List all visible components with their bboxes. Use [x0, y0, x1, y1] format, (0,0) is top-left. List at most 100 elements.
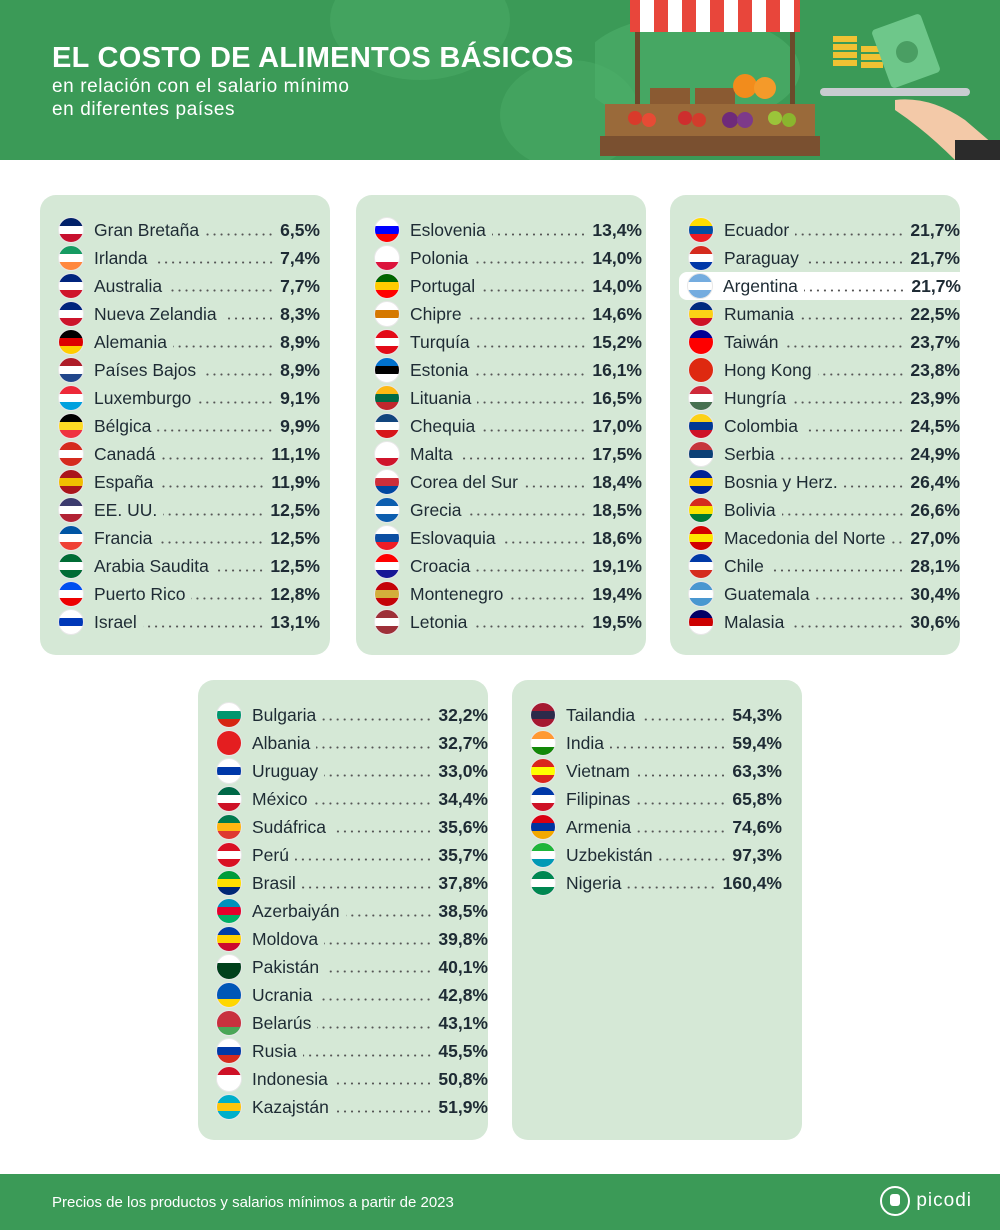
- cost-percentage: 14,0%: [592, 275, 642, 296]
- country-flag-icon: [688, 245, 714, 271]
- country-name: Luxemburgo: [94, 387, 192, 408]
- cost-percentage: 11,9%: [271, 471, 320, 492]
- country-flag-icon: [216, 814, 242, 840]
- country-name: Chile: [724, 555, 764, 576]
- country-name: Pakistán: [252, 956, 320, 977]
- cost-percentage: 8,3%: [280, 303, 320, 324]
- country-row: Serbia 24,9%: [688, 440, 960, 468]
- country-flag-icon: [374, 609, 400, 635]
- cost-percentage: 16,5%: [592, 387, 642, 408]
- cost-percentage: 21,7%: [910, 219, 960, 240]
- dot-leader: [168, 288, 275, 292]
- country-flag-icon: [58, 441, 84, 467]
- country-name: Vietnam: [566, 760, 630, 781]
- country-row: Australia 7,7%: [58, 272, 320, 300]
- dot-leader: [474, 260, 587, 264]
- country-row: Rumania 22,5%: [688, 300, 960, 328]
- country-flag-icon: [688, 441, 714, 467]
- country-flag-icon: [688, 581, 714, 607]
- dot-leader: [197, 400, 275, 404]
- country-flag-icon: [216, 1066, 242, 1092]
- country-row: Letonia 19,5%: [374, 608, 642, 636]
- country-name: Guatemala: [724, 583, 810, 604]
- country-row: Indonesia 50,8%: [216, 1065, 488, 1093]
- dot-leader: [780, 456, 905, 460]
- dot-leader: [803, 288, 906, 292]
- country-name: Malasia: [724, 611, 785, 632]
- picodi-logo[interactable]: picodi: [880, 1186, 972, 1216]
- cost-percentage: 45,5%: [438, 1040, 488, 1061]
- cost-percentage: 26,6%: [910, 499, 960, 520]
- country-name: Chipre: [410, 303, 462, 324]
- cost-percentage: 42,8%: [438, 984, 488, 1005]
- dot-leader: [458, 456, 587, 460]
- country-flag-icon: [374, 525, 400, 551]
- country-name: Uzbekistán: [566, 844, 653, 865]
- country-name: Belarús: [252, 1012, 312, 1033]
- country-name: Montenegro: [410, 583, 504, 604]
- country-row: Sudáfrica 35,6%: [216, 813, 488, 841]
- country-name: Ecuador: [724, 219, 790, 240]
- dot-leader: [481, 288, 587, 292]
- country-flag-icon: [374, 329, 400, 355]
- dot-leader: [637, 829, 727, 833]
- country-row: Grecia 18,5%: [374, 496, 642, 524]
- country-flag-icon: [688, 357, 714, 383]
- country-name: Portugal: [410, 275, 476, 296]
- country-flag-icon: [374, 553, 400, 579]
- country-flag-icon: [216, 954, 242, 980]
- country-name: Bosnia y Herz.: [724, 471, 838, 492]
- country-name: Moldova: [252, 928, 319, 949]
- dot-leader: [804, 260, 905, 264]
- dot-leader: [202, 372, 275, 376]
- country-name: Macedonia del Norte: [724, 527, 886, 548]
- cost-percentage: 7,4%: [280, 247, 320, 268]
- dot-leader: [157, 428, 275, 432]
- cost-percentage: 12,5%: [270, 527, 320, 548]
- country-row: Albania 32,7%: [216, 729, 488, 757]
- dot-leader: [467, 316, 587, 320]
- country-name: España: [94, 471, 154, 492]
- cost-percentage: 39,8%: [438, 928, 488, 949]
- dot-leader: [334, 1109, 433, 1113]
- country-row: Francia 12,5%: [58, 524, 320, 552]
- country-row: Bolivia 26,6%: [688, 496, 960, 524]
- country-flag-icon: [216, 702, 242, 728]
- country-row: Arabia Saudita 12,5%: [58, 552, 320, 580]
- country-row: Luxemburgo 9,1%: [58, 384, 320, 412]
- cost-percentage: 97,3%: [732, 844, 782, 865]
- country-row: Bulgaria 32,2%: [216, 701, 488, 729]
- country-flag-icon: [216, 842, 242, 868]
- country-row: Israel 13,1%: [58, 608, 320, 636]
- country-row: Estonia 16,1%: [374, 356, 642, 384]
- cost-percentage: 51,9%: [438, 1096, 488, 1117]
- dot-leader: [158, 540, 265, 544]
- country-row: España 11,9%: [58, 468, 320, 496]
- country-name: Grecia: [410, 499, 462, 520]
- country-row: Ecuador 21,7%: [688, 216, 960, 244]
- footer-bar: Precios de los productos y salarios míni…: [0, 1174, 1000, 1230]
- country-list-panel: Eslovenia 13,4% Polonia 14,0% Portugal 14,0% C…: [356, 195, 646, 655]
- dot-leader: [318, 997, 433, 1001]
- country-flag-icon: [688, 497, 714, 523]
- country-name: Croacia: [410, 555, 471, 576]
- country-name: Brasil: [252, 872, 296, 893]
- cost-percentage: 12,5%: [270, 499, 320, 520]
- country-flag-icon: [374, 413, 400, 439]
- country-flag-icon: [530, 870, 556, 896]
- dot-leader: [153, 260, 275, 264]
- country-name: Kazajstán: [252, 1096, 329, 1117]
- country-flag-icon: [688, 525, 714, 551]
- country-row: Azerbaiyán 38,5%: [216, 897, 488, 925]
- country-name: Chequia: [410, 415, 476, 436]
- country-row: Malta 17,5%: [374, 440, 642, 468]
- country-name: Nigeria: [566, 872, 622, 893]
- country-row: Tailandia 54,3%: [530, 701, 782, 729]
- country-name: Eslovenia: [410, 219, 486, 240]
- cost-percentage: 9,1%: [280, 387, 320, 408]
- dot-leader: [843, 484, 905, 488]
- country-name: Sudáfrica: [252, 816, 326, 837]
- country-row: Países Bajos 8,9%: [58, 356, 320, 384]
- country-name: Bélgica: [94, 415, 152, 436]
- cost-percentage: 9,9%: [280, 415, 320, 436]
